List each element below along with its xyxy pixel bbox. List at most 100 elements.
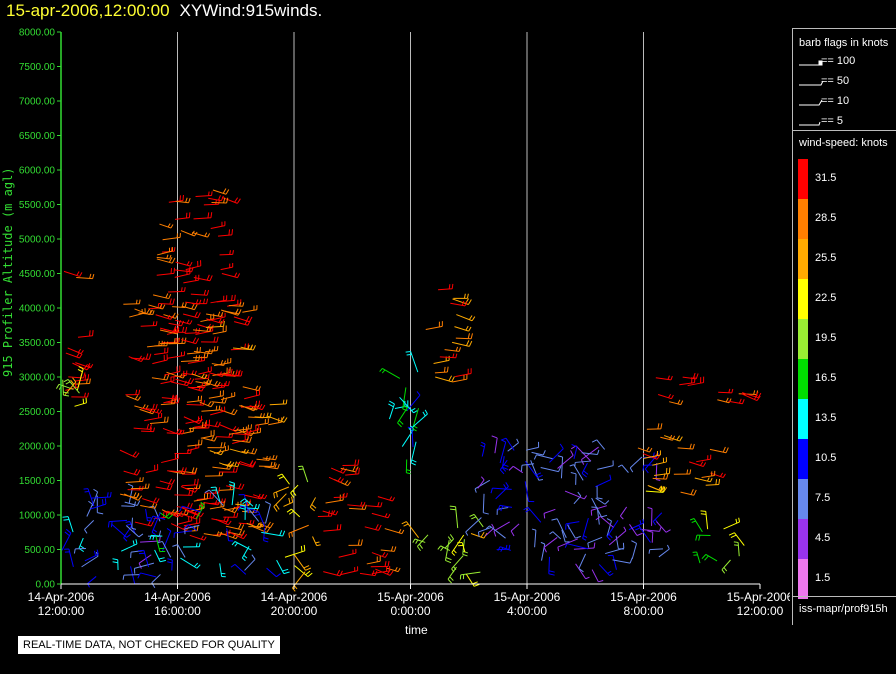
wind-barb [212, 382, 226, 390]
wind-barb [482, 493, 489, 515]
wind-barb [348, 539, 363, 546]
wind-barb [180, 486, 199, 493]
wind-barb [228, 302, 245, 307]
wind-barb [323, 569, 343, 577]
wind-barb [606, 520, 619, 541]
wind-barb [123, 299, 141, 305]
wind-barb [454, 325, 472, 332]
wind-barb [569, 464, 584, 481]
y-tick-label: 1500.00 [19, 476, 56, 487]
wind-barb [120, 539, 138, 552]
wind-barb [619, 506, 628, 520]
wind-barb [266, 567, 281, 578]
wind-barb [578, 553, 587, 573]
color-swatch [798, 559, 808, 599]
wind-barb [444, 534, 454, 549]
wind-barb [640, 527, 662, 532]
wind-barb [273, 486, 290, 499]
wind-barb [283, 496, 294, 507]
wind-barb [444, 346, 462, 352]
wind-barb [213, 357, 232, 367]
wind-barb [469, 513, 484, 528]
wind-barb [222, 506, 239, 514]
wind-barb [196, 492, 215, 500]
wind-barb [581, 462, 589, 478]
wind-barb [689, 518, 703, 533]
wind-barb [642, 464, 657, 471]
wind-barb [439, 353, 458, 359]
wind-barb [220, 392, 236, 401]
wind-barb [221, 272, 241, 279]
wind-barb [187, 347, 201, 355]
wind-barb [477, 476, 485, 489]
wind-barb [264, 501, 271, 524]
barb-50-icon [799, 80, 824, 86]
color-swatch-label: 22.5 [815, 292, 837, 304]
wind-barb [218, 467, 238, 473]
wind-barb [151, 512, 161, 536]
wind-barb [140, 503, 158, 509]
wind-barb [637, 446, 653, 453]
wind-barb [190, 383, 207, 389]
color-swatch-label: 13.5 [815, 412, 837, 424]
wind-barb [549, 531, 562, 540]
wind-barb [416, 534, 429, 552]
wind-barb [174, 268, 191, 278]
color-swatch [798, 279, 808, 319]
x-tick-time: 16:00:00 [154, 604, 201, 618]
wind-barb [180, 355, 201, 363]
wind-barb [493, 521, 510, 537]
wind-barb [654, 467, 671, 476]
wind-barb [591, 497, 608, 518]
y-axis-label: 915 Profiler Altitude (m agl) [1, 167, 15, 377]
x-tick-time: 12:00:00 [38, 604, 85, 618]
wind-barb [141, 427, 156, 433]
wind-barb [709, 446, 729, 454]
wind-barb [456, 314, 476, 322]
wind-barb [477, 527, 492, 537]
wind-barb [212, 188, 230, 195]
wind-barb [127, 483, 134, 504]
wind-barb [591, 569, 604, 583]
wind-barb [111, 524, 131, 538]
wind-barb [340, 566, 359, 576]
wind-barb [159, 512, 174, 519]
wind-barb [721, 559, 731, 574]
wind-barb [138, 309, 155, 316]
wind-barb [402, 387, 408, 412]
wind-barb [161, 453, 179, 464]
wind-barb [597, 460, 614, 470]
wind-barb [172, 544, 186, 558]
wind-barb [412, 538, 426, 544]
wind-barb [154, 549, 166, 563]
wind-barb [133, 423, 152, 430]
wind-barb [455, 333, 473, 340]
wind-barb [380, 546, 397, 552]
wind-barb [312, 536, 321, 547]
color-legend-title: wind-speed: knots [799, 137, 888, 149]
wind-barb [652, 457, 667, 466]
wind-barb [325, 494, 344, 504]
wind-barb [263, 528, 269, 543]
wind-barb [454, 368, 472, 378]
y-tick-label: 6500.00 [19, 131, 56, 142]
wind-barb [269, 399, 288, 406]
quality-notice: REAL-TIME DATA, NOT CHECKED FOR QUALITY [18, 636, 280, 654]
wind-barb [120, 492, 140, 499]
wind-barb [152, 293, 172, 300]
wind-barb [90, 498, 107, 510]
x-tick-date: 14-Apr-2006 [28, 590, 95, 604]
wind-barb [451, 534, 465, 556]
wind-barb [717, 397, 732, 404]
wind-barb [86, 500, 93, 517]
wind-barb [647, 530, 654, 543]
wind-barb [629, 456, 643, 473]
wind-barb [208, 390, 224, 399]
wind-barb [629, 524, 643, 536]
wind-barb [205, 345, 219, 353]
wind-barb [447, 566, 457, 584]
wind-barb [205, 320, 225, 328]
wind-barb [152, 354, 168, 365]
wind-barb [696, 454, 712, 463]
wind-barb [145, 464, 159, 474]
